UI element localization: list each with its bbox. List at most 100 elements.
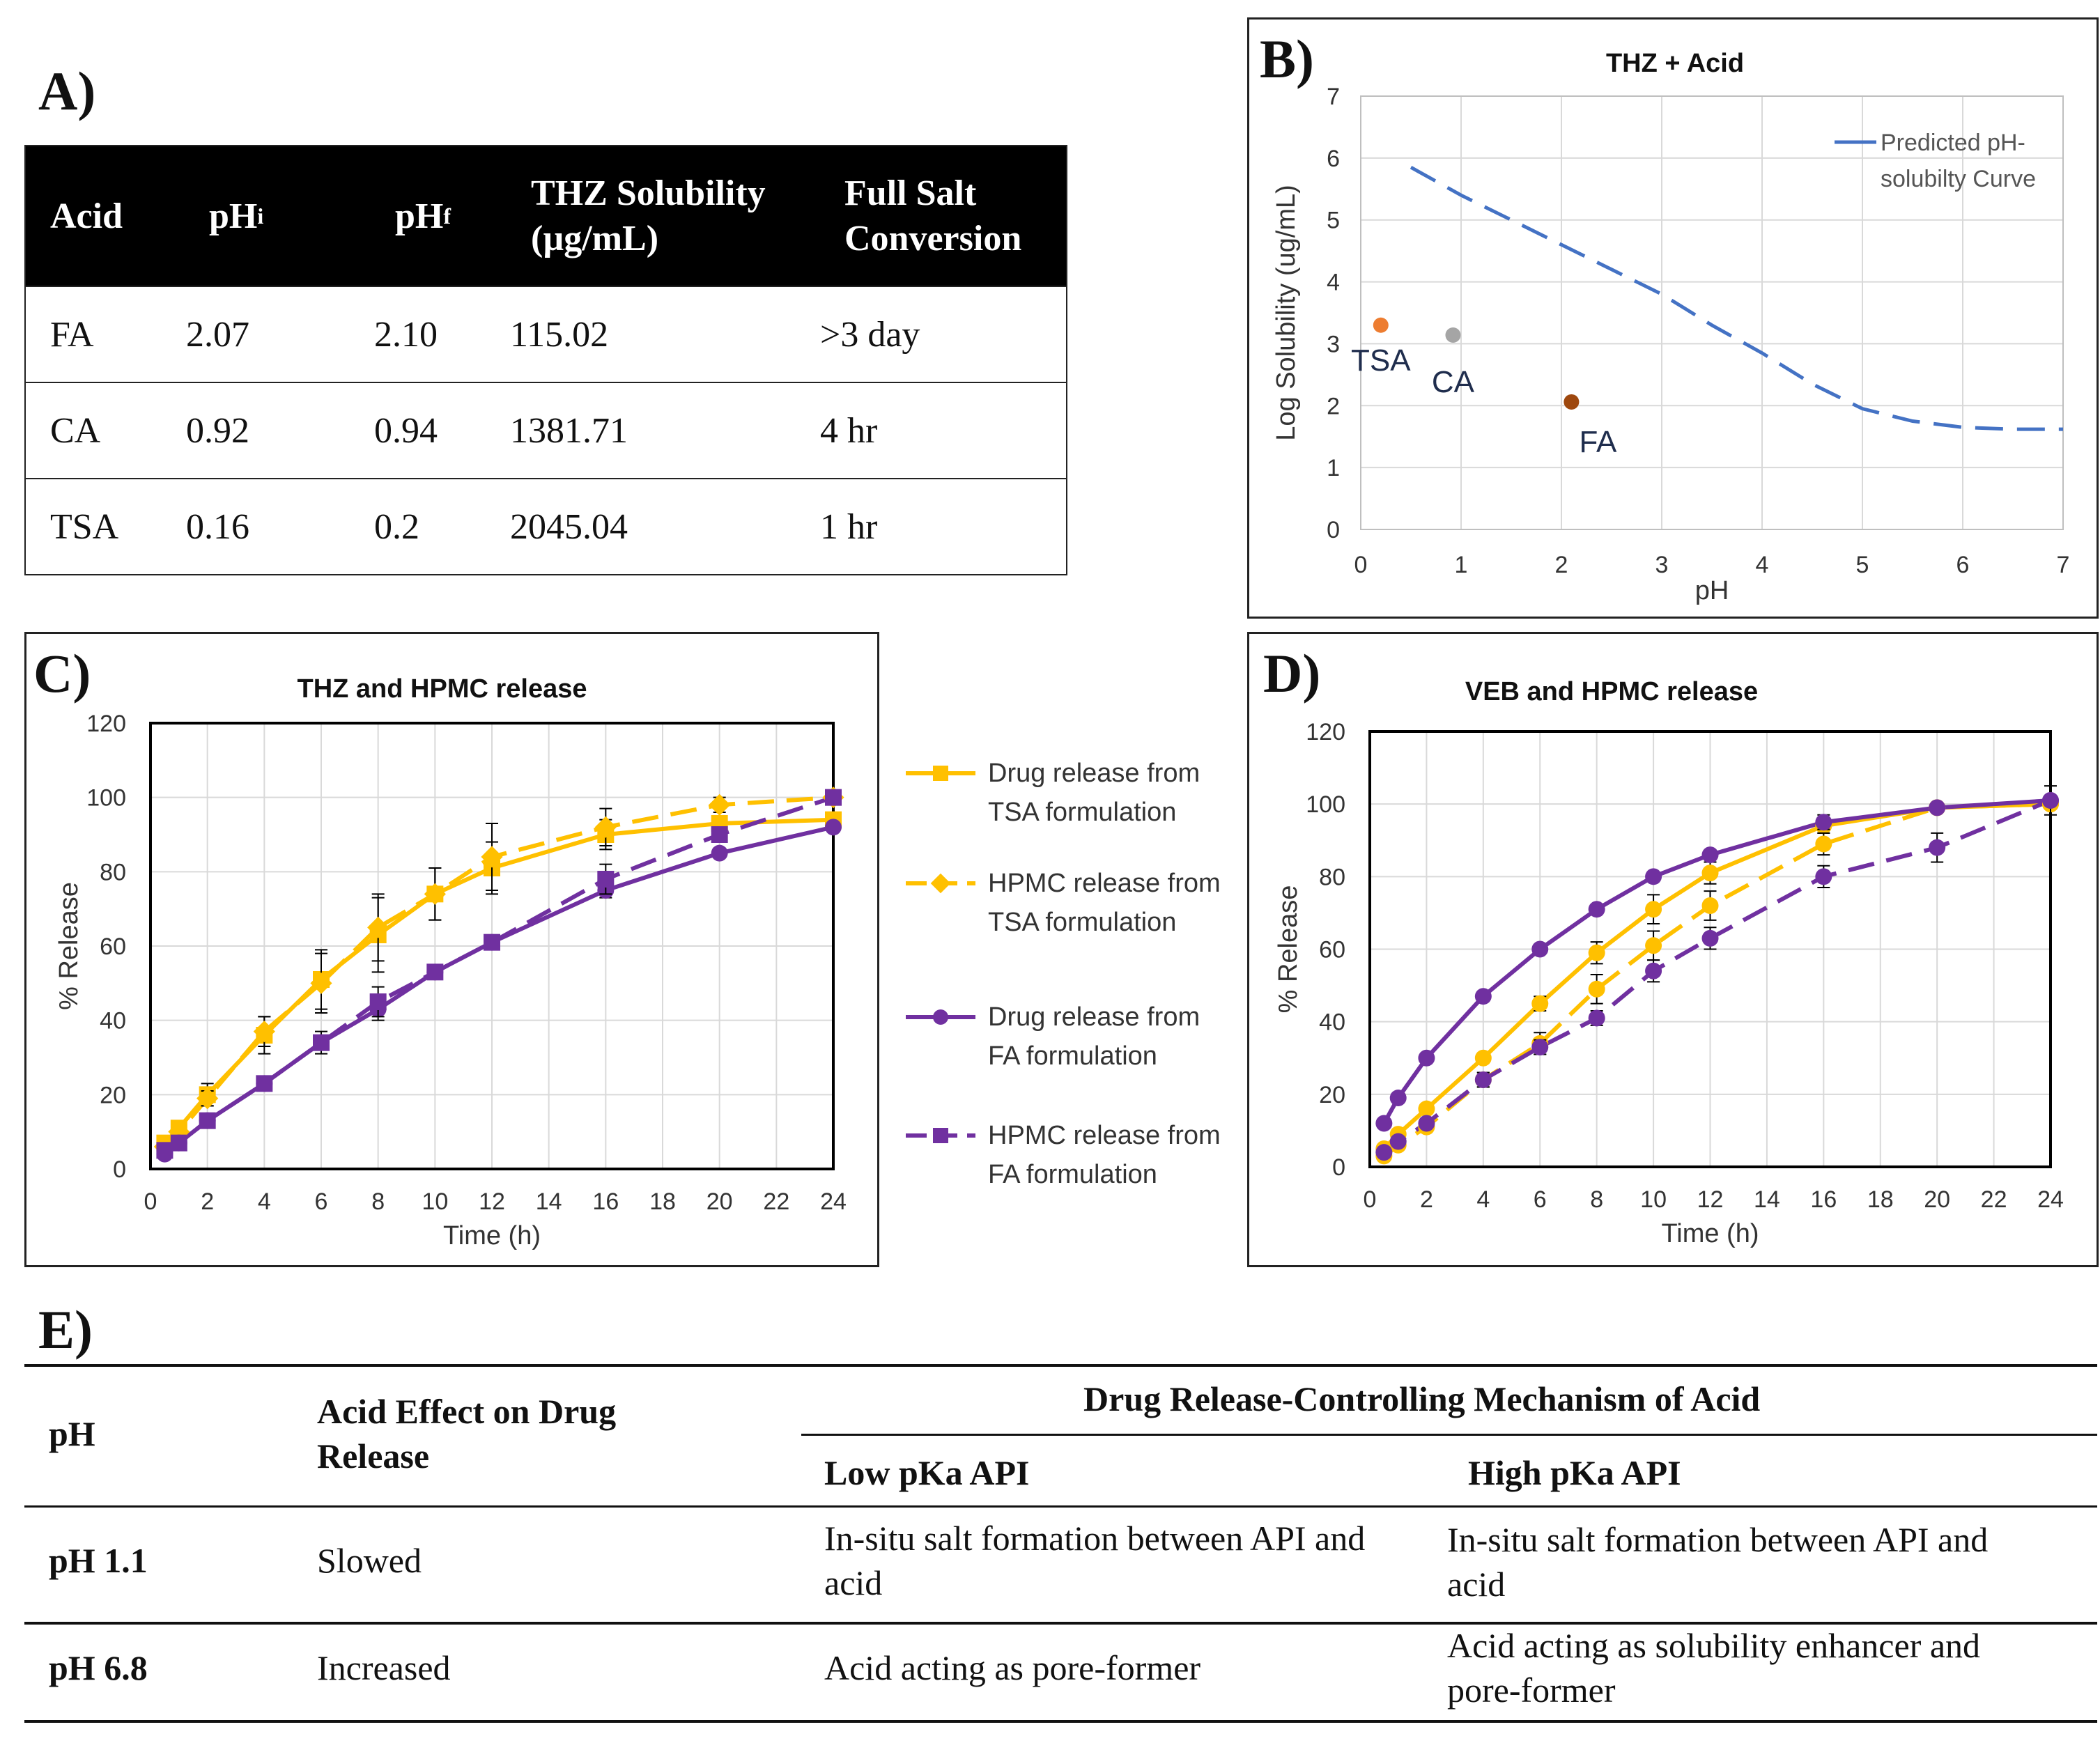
data-point [825,819,842,836]
x-tick-label: 16 [592,1188,619,1215]
x-tick-label: 24 [820,1188,847,1215]
x-tick-label: 2 [201,1188,214,1215]
header-conversion: Full Salt Conversion [844,173,1022,258]
x-tick-label: 4 [1476,1186,1490,1213]
panel-label-e: E) [38,1299,93,1360]
chart-title-c: THZ and HPMC release [297,674,587,704]
legend-marker [933,1009,948,1025]
y-tick-label: 40 [1319,1009,1345,1036]
y-tick-label: 20 [100,1082,126,1108]
y-tick-label: 120 [86,711,126,737]
data-point [1815,868,1832,885]
cell-solubility: 1381.71 [510,410,628,451]
table-row: TSA 0.16 0.2 2045.04 1 hr [26,478,1066,574]
data-point [256,1075,273,1092]
x-tick-label: 1 [1455,552,1468,578]
x-tick-label: 2 [1420,1186,1433,1213]
x-tick-label: 16 [1810,1186,1837,1213]
data-point [1815,814,1832,831]
table-rule [24,1720,2097,1723]
x-tick-label: 14 [536,1188,562,1215]
data-point [1645,937,1662,954]
x-tick-label: 12 [1697,1186,1724,1213]
header-mechanism: Drug Release-Controlling Mechanism of Ac… [1083,1379,1761,1418]
cell-high-pka: In-situ salt formation between API and ac… [1447,1520,1989,1604]
legend-marker [930,873,951,894]
x-tick-label: 18 [649,1188,676,1215]
point-label: FA [1580,425,1617,459]
legend-marker [933,1128,948,1143]
data-point [1645,868,1662,885]
legend-item: HPMC release from FA formulation [988,1121,1221,1189]
cell-phi: 0.92 [186,410,249,451]
acid-table-header: Acid pH i pH f THZ Solubility (µg/mL) Full … [26,146,1066,286]
cell-conversion: >3 day [820,314,920,355]
data-point [426,963,444,981]
cell-phi: 0.16 [186,506,249,547]
table-row: CA 0.92 0.94 1381.71 4 hr [26,382,1066,478]
series-line [163,795,834,1149]
cell-high-pka: Acid acting as solubility enhancer and po… [1447,1626,1981,1710]
x-tick-label: 0 [1354,552,1368,578]
data-point [1375,1144,1393,1161]
table-rule [24,1622,2097,1625]
x-tick-label: 6 [1534,1186,1547,1213]
table-rule [801,1434,2097,1436]
y-tick-label: 60 [100,934,126,960]
data-point [1531,1039,1549,1056]
panel-label-d: D) [1263,643,1321,704]
data-point [2042,791,2059,809]
y-tick-label: 60 [1319,937,1345,963]
data-point [170,1134,187,1152]
y-tick-label: 100 [1306,791,1345,818]
data-point [369,993,387,1010]
x-tick-label: 2 [1555,552,1568,578]
data-point [1418,1100,1435,1117]
x-tick-label: 22 [763,1188,789,1215]
cell-effect: Increased [317,1648,451,1687]
table-rule [24,1364,2097,1367]
chart-b-svg: 0 1 2 3 4 5 6 7 0 1 2 3 4 5 6 7 pH Log Solubility (ug/mL)… [1272,84,2069,605]
cell-ph: pH 6.8 [49,1648,148,1687]
x-tick-label: 3 [1655,552,1669,578]
data-point [1701,929,1719,947]
panel-d: D) VEB and HPMC release 0 2 4 6 8 10 12 14 16 18 2… [1247,632,2099,1267]
data-point [367,916,389,938]
table-rule [24,1505,2097,1508]
data-point [1389,1133,1407,1150]
y-axis-label: % Release [1274,885,1303,1014]
plot-frame [1368,730,2052,1168]
cell-solubility: 115.02 [510,314,609,355]
acid-table: Acid pH i pH f THZ Solubility (µg/mL) Full … [24,145,1067,575]
table-row: FA 2.07 2.10 115.02 >3 day [26,286,1066,382]
data-point [1474,988,1492,1005]
data-point [156,1142,173,1159]
x-axis-label: Time (h) [1661,1219,1759,1248]
x-tick-label: 10 [422,1188,448,1215]
x-tick-label: 8 [371,1188,385,1215]
x-tick-label: 4 [258,1188,271,1215]
plot-frame [1360,95,2064,530]
x-tick-label: 20 [707,1188,733,1215]
x-tick-label: 12 [479,1188,505,1215]
data-point [1564,394,1580,410]
data-point [1375,1115,1393,1132]
y-tick-label: 80 [1319,864,1345,890]
data-point [1588,980,1605,998]
cell-phf: 0.2 [374,506,419,547]
y-tick-label: 80 [100,859,126,885]
data-point [1588,1009,1605,1027]
y-tick-label: 2 [1327,393,1340,419]
legend-item: HPMC release from TSA formulation [988,869,1221,937]
point-label: TSA [1351,343,1411,378]
data-point [711,826,728,843]
data-point [597,871,615,888]
data-point [1588,944,1605,961]
data-point [1373,317,1389,333]
data-point [1389,1090,1407,1107]
y-tick-label: 4 [1327,270,1340,296]
y-tick-label: 6 [1327,146,1340,172]
data-point [1418,1049,1435,1067]
x-tick-label: 6 [315,1188,328,1215]
y-tick-label: 7 [1327,84,1340,110]
